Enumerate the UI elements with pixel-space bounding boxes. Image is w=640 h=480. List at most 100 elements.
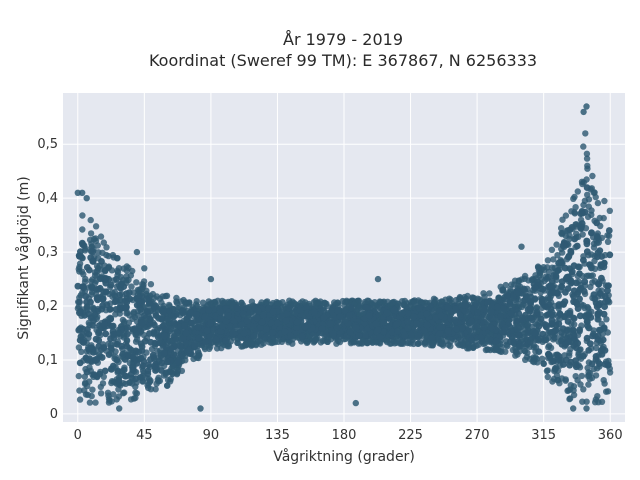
data-point: [121, 389, 128, 396]
data-point: [334, 307, 342, 315]
data-point: [74, 282, 82, 290]
data-point: [508, 281, 515, 288]
data-point: [534, 264, 542, 271]
data-point-outlier: [83, 195, 90, 202]
data-point: [109, 251, 117, 259]
data-point: [162, 371, 169, 378]
data-point: [583, 155, 591, 162]
data-point: [341, 316, 349, 324]
data-point: [572, 204, 579, 211]
data-point: [126, 312, 133, 319]
data-point: [594, 233, 601, 241]
data-point: [81, 380, 89, 388]
data-point: [436, 324, 444, 331]
data-point: [564, 285, 572, 292]
data-point: [263, 299, 270, 306]
data-point: [380, 328, 387, 335]
data-point: [94, 242, 102, 249]
data-point: [97, 383, 105, 391]
data-point: [160, 349, 168, 357]
data-point: [145, 361, 153, 369]
data-point: [480, 305, 488, 313]
data-point: [592, 372, 600, 379]
data-point: [572, 279, 580, 287]
data-point: [561, 264, 569, 272]
data-point: [156, 339, 164, 347]
data-point: [282, 317, 290, 325]
data-point: [570, 292, 577, 300]
data-point: [75, 252, 83, 259]
data-point: [125, 289, 133, 297]
data-point: [520, 285, 528, 293]
data-point: [593, 219, 600, 227]
x-tick-label: 90: [203, 428, 220, 443]
data-point: [576, 312, 584, 320]
data-point: [465, 345, 472, 352]
data-point: [329, 330, 337, 337]
data-point: [180, 334, 187, 342]
data-point: [143, 308, 151, 315]
data-point-outlier: [555, 259, 562, 267]
data-point: [195, 352, 202, 359]
data-point: [534, 278, 542, 286]
data-point: [76, 396, 84, 403]
data-point: [89, 258, 97, 265]
data-point: [601, 347, 609, 354]
data-point: [84, 326, 91, 333]
data-point: [578, 220, 586, 227]
data-point: [410, 313, 418, 321]
data-point: [572, 361, 580, 369]
data-point: [285, 304, 293, 312]
data-point: [563, 273, 571, 281]
x-tick-label: 0: [74, 428, 82, 443]
data-point: [94, 268, 101, 275]
data-point: [500, 305, 508, 313]
data-point: [552, 272, 560, 280]
data-point: [559, 242, 567, 250]
data-point: [212, 335, 220, 343]
data-point: [507, 310, 515, 317]
data-point: [492, 337, 500, 345]
data-point: [461, 301, 469, 309]
data-point: [150, 295, 158, 302]
data-point: [132, 338, 140, 345]
data-point: [87, 216, 94, 224]
data-point: [598, 274, 605, 282]
data-point: [301, 323, 309, 331]
data-point: [374, 326, 382, 334]
data-point: [585, 381, 592, 388]
data-point: [393, 320, 401, 328]
data-point: [596, 290, 604, 297]
data-point: [112, 297, 120, 305]
data-point: [577, 381, 584, 388]
data-point: [535, 348, 543, 355]
data-point: [118, 342, 125, 350]
data-point: [217, 308, 224, 316]
data-point: [121, 297, 129, 305]
data-point: [111, 292, 118, 299]
data-point: [600, 310, 608, 318]
data-point: [468, 337, 475, 344]
data-point: [538, 298, 546, 306]
data-point: [423, 310, 430, 318]
data-point: [333, 324, 341, 332]
y-tick-label: 0,4: [37, 191, 58, 206]
data-point: [128, 283, 135, 290]
data-point: [516, 343, 524, 350]
data-point: [192, 329, 200, 336]
data-point: [106, 306, 114, 313]
data-point: [291, 309, 299, 317]
data-point: [558, 225, 565, 232]
data-point: [109, 362, 117, 370]
data-point: [494, 346, 501, 354]
data-point: [124, 330, 131, 338]
data-point: [320, 307, 328, 314]
data-point: [590, 291, 598, 299]
data-point: [540, 360, 547, 368]
data-point: [101, 367, 109, 375]
data-point: [195, 334, 203, 342]
data-point: [420, 327, 428, 334]
data-point: [205, 298, 212, 305]
data-point: [605, 227, 613, 234]
data-point: [605, 282, 612, 289]
